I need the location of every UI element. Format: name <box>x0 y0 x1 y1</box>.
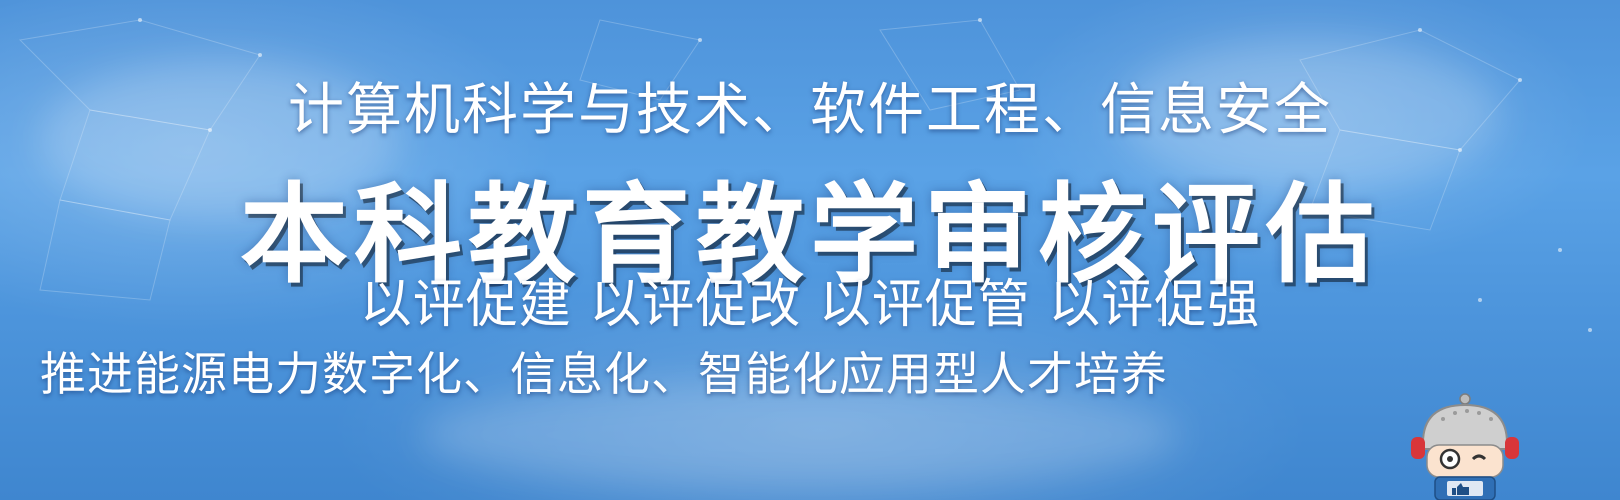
banner-mission: 推进能源电力数字化、信息化、智能化应用型人才培养 <box>40 347 1168 401</box>
cloud-highlight <box>1120 40 1500 190</box>
banner-slogan: 以评促建 以评促改 以评促管 以评促强 <box>359 275 1261 335</box>
cloud-highlight <box>40 60 400 220</box>
banner-main-title: 本科教育教学审核评估 <box>239 173 1380 298</box>
cloud-highlight <box>420 380 1180 490</box>
robot-mascot-icon <box>1411 393 1519 500</box>
banner-subtitle-majors: 计算机科学与技术、软件工程、信息安全 <box>288 78 1332 143</box>
